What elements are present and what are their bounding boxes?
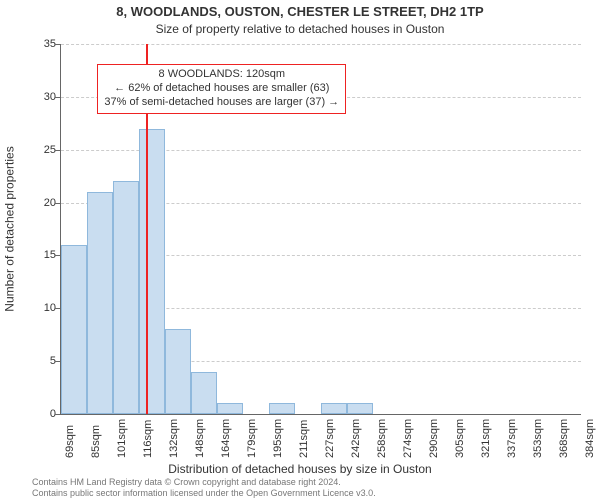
y-axis-label-text: Number of detached properties bbox=[3, 146, 17, 311]
footer-line-2: Contains public sector information licen… bbox=[32, 488, 376, 498]
y-tick-mark bbox=[55, 361, 60, 362]
histogram-bar bbox=[321, 403, 347, 414]
chart-title: 8, WOODLANDS, OUSTON, CHESTER LE STREET,… bbox=[0, 4, 600, 19]
y-tick-label: 15 bbox=[26, 249, 56, 261]
x-tick-label: 148sqm bbox=[194, 419, 206, 458]
x-tick-label: 116sqm bbox=[142, 420, 154, 458]
y-tick-label: 25 bbox=[26, 144, 56, 156]
plot-area: 8 WOODLANDS: 120sqm← 62% of detached hou… bbox=[60, 44, 581, 415]
histogram-bar bbox=[217, 403, 243, 414]
x-tick-label: 290sqm bbox=[428, 419, 440, 458]
x-axis-label: Distribution of detached houses by size … bbox=[0, 462, 600, 476]
chart-container: 8, WOODLANDS, OUSTON, CHESTER LE STREET,… bbox=[0, 0, 600, 500]
y-axis-label: Number of detached properties bbox=[0, 44, 20, 414]
footer-line-1: Contains HM Land Registry data © Crown c… bbox=[32, 477, 376, 487]
y-tick-label: 10 bbox=[26, 302, 56, 314]
x-tick-label: 353sqm bbox=[532, 419, 544, 458]
y-tick-mark bbox=[55, 44, 60, 45]
x-tick-label: 258sqm bbox=[376, 419, 388, 458]
y-tick-label: 0 bbox=[26, 408, 56, 420]
x-tick-label: 384sqm bbox=[584, 419, 596, 458]
y-tick-mark bbox=[55, 414, 60, 415]
histogram-bar bbox=[139, 129, 165, 414]
y-tick-mark bbox=[55, 203, 60, 204]
x-tick-label: 69sqm bbox=[64, 425, 76, 458]
x-tick-label: 211sqm bbox=[298, 420, 310, 458]
footer-attribution: Contains HM Land Registry data © Crown c… bbox=[32, 477, 376, 498]
x-tick-label: 227sqm bbox=[324, 419, 336, 458]
histogram-bar bbox=[269, 403, 295, 414]
x-tick-label: 101sqm bbox=[116, 419, 128, 458]
histogram-bar bbox=[191, 372, 217, 414]
chart-subtitle: Size of property relative to detached ho… bbox=[0, 22, 600, 36]
y-tick-mark bbox=[55, 97, 60, 98]
y-tick-mark bbox=[55, 308, 60, 309]
property-info-box: 8 WOODLANDS: 120sqm← 62% of detached hou… bbox=[97, 64, 346, 113]
info-box-line-2: ← 62% of detached houses are smaller (63… bbox=[104, 82, 339, 96]
x-tick-label: 305sqm bbox=[454, 419, 466, 458]
info-box-line-3: 37% of semi-detached houses are larger (… bbox=[104, 96, 339, 110]
x-tick-label: 242sqm bbox=[350, 419, 362, 458]
x-tick-label: 164sqm bbox=[220, 419, 232, 458]
x-tick-label: 132sqm bbox=[168, 419, 180, 458]
info-box-line-1: 8 WOODLANDS: 120sqm bbox=[104, 68, 339, 82]
histogram-bar bbox=[347, 403, 373, 414]
x-tick-label: 85sqm bbox=[90, 425, 102, 458]
y-tick-mark bbox=[55, 150, 60, 151]
x-tick-label: 368sqm bbox=[558, 419, 570, 458]
histogram-bar bbox=[165, 329, 191, 414]
x-tick-label: 179sqm bbox=[246, 419, 258, 458]
x-tick-label: 274sqm bbox=[402, 419, 414, 458]
y-tick-label: 30 bbox=[26, 91, 56, 103]
x-tick-label: 195sqm bbox=[272, 419, 284, 458]
histogram-bar bbox=[61, 245, 87, 414]
y-tick-label: 20 bbox=[26, 197, 56, 209]
histogram-bar bbox=[113, 181, 139, 414]
grid-line bbox=[61, 44, 581, 45]
x-tick-label: 337sqm bbox=[506, 419, 518, 458]
y-tick-label: 5 bbox=[26, 355, 56, 367]
histogram-bar bbox=[87, 192, 113, 414]
y-tick-label: 35 bbox=[26, 38, 56, 50]
y-tick-mark bbox=[55, 255, 60, 256]
x-tick-label: 321sqm bbox=[480, 419, 492, 458]
